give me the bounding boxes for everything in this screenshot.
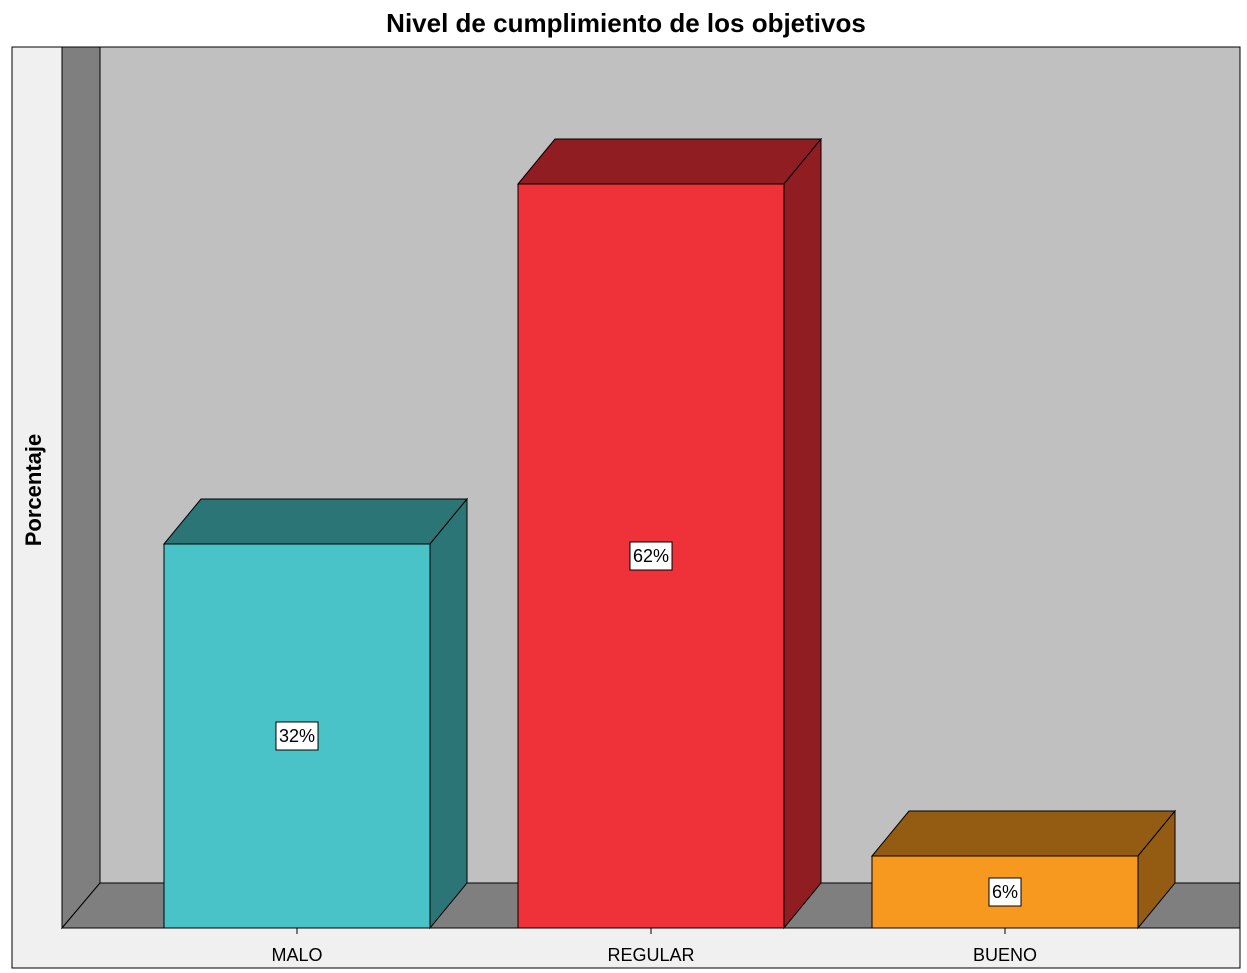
- side-wall: [61, 46, 101, 930]
- x-tick-label: MALO: [271, 945, 322, 965]
- bar-side: [783, 137, 822, 930]
- x-tick-label: BUENO: [973, 945, 1037, 965]
- value-label-box: [275, 721, 319, 751]
- bar-top: [870, 810, 1177, 857]
- value-label: 32%: [279, 726, 315, 746]
- chart-title: Nivel de cumplimiento de los objetivos: [386, 8, 866, 38]
- bar-top: [162, 498, 469, 545]
- bar-top: [516, 138, 823, 185]
- value-label: 62%: [633, 546, 669, 566]
- x-tick-label: REGULAR: [607, 945, 694, 965]
- value-label-box: [988, 877, 1022, 907]
- bar-side: [429, 497, 468, 930]
- value-label: 6%: [992, 882, 1018, 902]
- y-axis-label: Porcentaje: [21, 434, 46, 547]
- value-label-box: [629, 541, 673, 571]
